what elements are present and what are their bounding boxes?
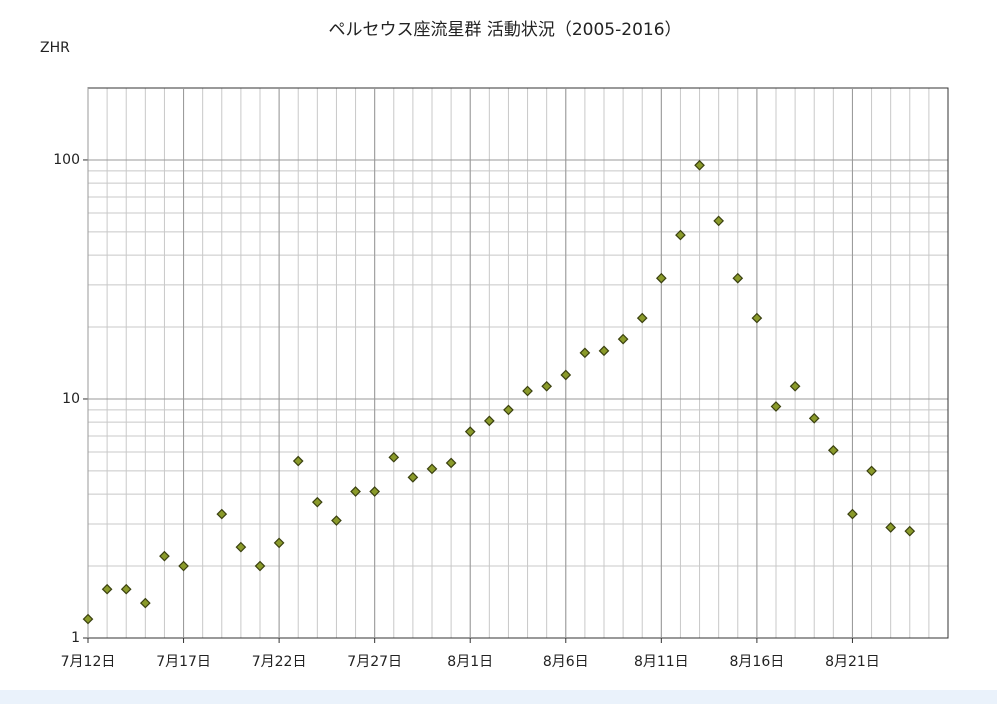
data-point (120, 583, 132, 595)
data-point (216, 508, 228, 520)
data-point (407, 472, 419, 483)
data-point (311, 496, 323, 508)
data-point (82, 613, 94, 625)
y-tick-label: 10 (62, 391, 80, 407)
data-point (178, 560, 189, 572)
data-point (388, 451, 400, 463)
data-point (273, 537, 285, 549)
data-point (904, 525, 916, 537)
data-point (751, 312, 763, 324)
data-point (483, 415, 495, 427)
x-tick-label: 8月11日 (634, 654, 689, 670)
x-tick-label: 8月16日 (730, 654, 785, 670)
x-tick-label: 7月12日 (61, 654, 116, 670)
data-point (464, 426, 476, 437)
x-tick-label: 8月6日 (543, 654, 589, 670)
data-point (159, 550, 170, 562)
x-tick-label: 8月1日 (447, 654, 493, 670)
data-point (847, 508, 858, 520)
data-point (139, 597, 151, 609)
data-point (522, 385, 533, 397)
data-point (426, 463, 438, 475)
data-point (579, 347, 591, 359)
data-point (675, 229, 686, 241)
data-point (369, 486, 381, 497)
y-tick-label: 100 (53, 152, 80, 168)
data-point (789, 380, 801, 392)
y-axis-label: ZHR (40, 40, 70, 56)
data-point (770, 401, 782, 412)
x-tick-label: 7月27日 (347, 654, 402, 670)
chart-title: ペルセウス座流星群 活動状況（2005-2016） (328, 20, 681, 40)
data-point (636, 312, 648, 324)
x-tick-label: 7月17日 (156, 654, 211, 670)
data-point (541, 380, 553, 392)
data-point (331, 515, 342, 526)
y-tick-label: 1 (71, 630, 80, 646)
data-point (445, 457, 457, 469)
data-point (808, 412, 820, 424)
data-point (713, 215, 725, 227)
data-point (598, 345, 610, 357)
data-point (655, 272, 667, 284)
data-point (292, 455, 304, 467)
data-point (694, 159, 705, 171)
data-point (617, 333, 629, 345)
x-tick-label: 7月22日 (252, 654, 307, 670)
data-point (254, 560, 266, 572)
bottom-strip (0, 690, 997, 704)
data-point (827, 444, 839, 456)
data-point (866, 465, 877, 477)
data-point (885, 522, 897, 533)
data-point (101, 583, 113, 595)
data-point (350, 486, 361, 497)
data-point (560, 369, 572, 381)
data-point (732, 272, 744, 284)
x-tick-label: 8月21日 (825, 654, 880, 670)
data-point (503, 404, 514, 416)
data-point (235, 541, 247, 553)
